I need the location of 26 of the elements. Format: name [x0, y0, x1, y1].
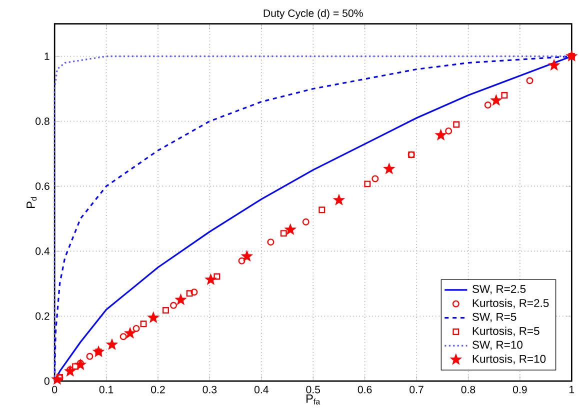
x-tick-label: 0.5	[306, 386, 320, 394]
chart-title: Duty Cycle (d) = 50%	[264, 9, 363, 20]
y-tick-label: 0.2	[36, 312, 50, 320]
legend-label: SW, R=2.5	[472, 285, 526, 294]
x-tick-label: 0.7	[410, 386, 424, 394]
y-axis-title: P$_{d}$	[26, 197, 37, 208]
y-tick-label: 0.6	[36, 182, 50, 190]
x-tick-label: 0.2	[151, 386, 165, 394]
y-tick-label: 0.4	[36, 248, 50, 256]
y-tick-label: 0.8	[36, 118, 50, 126]
x-tick-label: 0.4	[254, 386, 268, 394]
x-tick-label: 0.6	[358, 386, 372, 394]
y-tick-label: 0	[44, 377, 50, 385]
x-axis-title: P$_{fa}$	[306, 394, 320, 405]
legend-label: SW, R=5	[472, 312, 516, 322]
x-tick-label: 0.1	[99, 386, 114, 394]
x-tick-label: 0	[52, 386, 58, 394]
legend-label: Kurtosis, R=10	[472, 354, 546, 364]
y-tick-label: 1	[44, 52, 50, 60]
x-tick-label: 0.9	[513, 386, 527, 394]
x-tick-label: 1	[570, 386, 574, 394]
legend-label: Kurtosis, R=2.5	[472, 298, 549, 308]
legend-label: SW, R=10	[472, 340, 522, 350]
legend-label: Kurtosis, R=5	[472, 326, 540, 336]
x-tick-label: 0.3	[202, 386, 217, 394]
x-tick-label: 0.8	[461, 386, 476, 394]
